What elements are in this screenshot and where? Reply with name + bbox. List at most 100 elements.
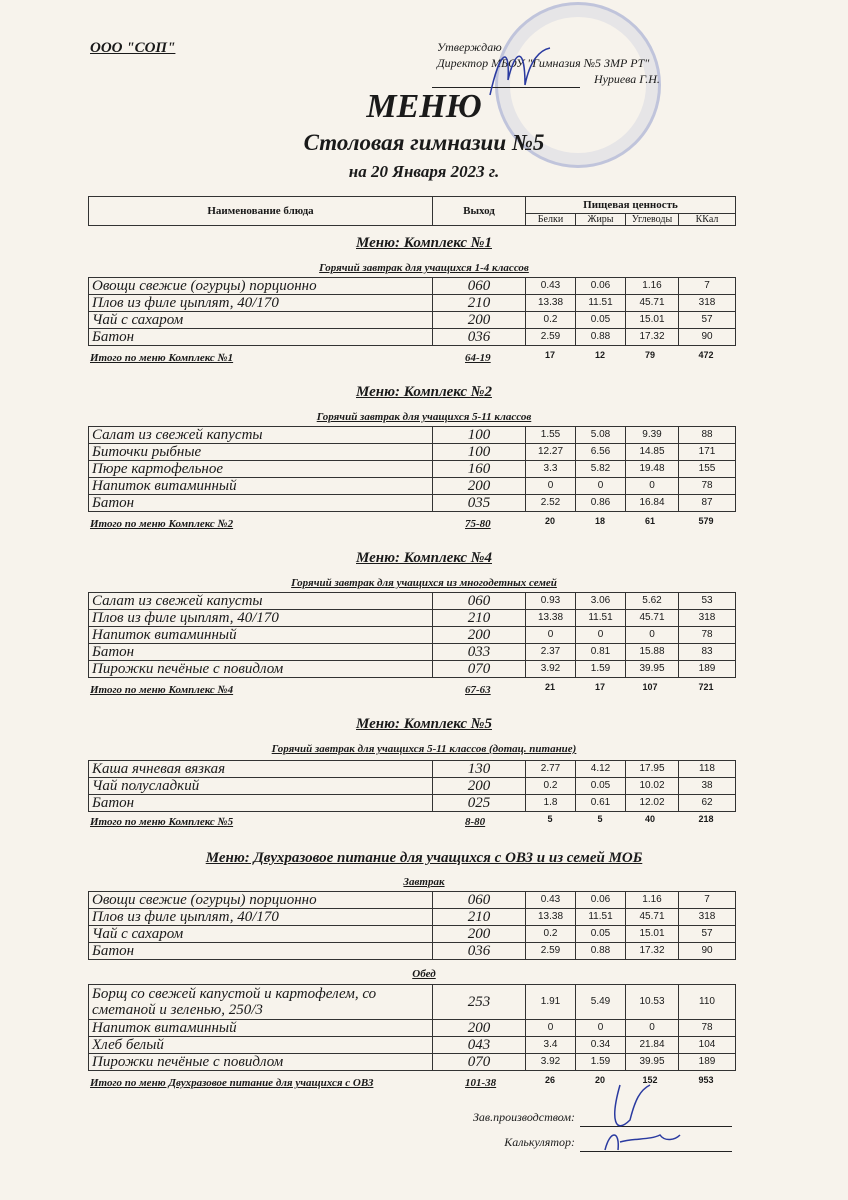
dish-output: 025 — [432, 794, 526, 812]
dish-protein: 3.4 — [525, 1036, 576, 1054]
total-output: 101-38 — [465, 1077, 497, 1089]
total-value: 12 — [594, 350, 605, 360]
dish-output: 043 — [432, 1036, 526, 1054]
dish-fat: 0.81 — [575, 643, 626, 661]
dish-row: Батон 036 2.59 0.88 17.32 90 — [88, 942, 736, 960]
dish-output: 060 — [432, 592, 526, 610]
dish-name: Овощи свежие (огурцы) порционно — [88, 891, 433, 909]
dish-carbs: 39.95 — [625, 1053, 679, 1071]
dish-protein: 3.92 — [525, 1053, 576, 1071]
dish-protein: 13.38 — [525, 908, 576, 926]
dish-carbs: 17.32 — [625, 942, 679, 960]
dish-kcal: 62 — [678, 794, 736, 812]
dish-kcal: 90 — [678, 328, 736, 346]
dish-row: Салат из свежей капусты 100 1.55 5.08 9.… — [88, 426, 736, 444]
dish-carbs: 21.84 — [625, 1036, 679, 1054]
dish-output: 253 — [432, 984, 526, 1020]
dish-row: Салат из свежей капусты 060 0.93 3.06 5.… — [88, 592, 736, 610]
column-header-table: Наименование блюда Выход Пищевая ценност… — [88, 196, 737, 226]
dish-kcal: 155 — [678, 460, 736, 478]
dish-kcal: 189 — [678, 660, 736, 678]
dish-row: Чай с сахаром 200 0.2 0.05 15.01 57 — [88, 925, 736, 943]
dish-kcal: 318 — [678, 609, 736, 627]
dish-table: Овощи свежие (огурцы) порционно 060 0.43… — [88, 891, 736, 960]
dish-carbs: 16.84 — [625, 494, 679, 512]
total-value: 5 — [547, 814, 553, 824]
total-value: 17 — [594, 682, 605, 692]
total-value: 721 — [698, 682, 714, 692]
director-signature-line — [432, 87, 580, 88]
dish-name: Напиток витаминный — [88, 1019, 433, 1037]
dish-fat: 0.05 — [575, 777, 626, 795]
dish-row: Напиток витаминный 200 0 0 0 78 — [88, 477, 736, 495]
dish-kcal: 171 — [678, 443, 736, 461]
total-label: Итого по меню Двухразовое питание для уч… — [90, 1077, 374, 1089]
dish-name: Чай с сахаром — [88, 925, 433, 943]
dish-carbs: 5.62 — [625, 592, 679, 610]
dish-kcal: 104 — [678, 1036, 736, 1054]
dish-table: Салат из свежей капусты 100 1.55 5.08 9.… — [88, 426, 736, 512]
dish-output: 035 — [432, 494, 526, 512]
dish-name: Чай полусладкий — [88, 777, 433, 795]
dish-kcal: 83 — [678, 643, 736, 661]
dish-protein: 13.38 — [525, 609, 576, 627]
dish-protein: 12.27 — [525, 443, 576, 461]
header-kcal: ККал — [677, 213, 737, 226]
total-value: 953 — [698, 1075, 714, 1085]
total-value: 579 — [698, 516, 714, 526]
dish-name: Батон — [88, 794, 433, 812]
dish-kcal: 78 — [678, 477, 736, 495]
group-subtitle: Горячий завтрак для учащихся из многодет… — [291, 577, 557, 589]
dish-kcal: 57 — [678, 311, 736, 329]
dish-fat: 1.59 — [575, 1053, 626, 1071]
dish-fat: 11.51 — [575, 908, 626, 926]
dish-row: Чай с сахаром 200 0.2 0.05 15.01 57 — [88, 311, 736, 329]
calculator-label: Калькулятор: — [504, 1135, 575, 1149]
dish-row: Овощи свежие (огурцы) порционно 060 0.43… — [88, 277, 736, 295]
dish-name: Батон — [88, 942, 433, 960]
header-carbs: Углеводы — [625, 213, 679, 226]
dish-carbs: 15.01 — [625, 311, 679, 329]
dish-row: Борщ со свежей капустой и картофелем, со… — [88, 984, 736, 1020]
dish-name: Батон — [88, 643, 433, 661]
dish-protein: 3.92 — [525, 660, 576, 678]
approve-label: Утверждаю — [437, 40, 502, 54]
dish-fat: 0.05 — [575, 311, 626, 329]
dish-row: Хлеб белый 043 3.4 0.34 21.84 104 — [88, 1036, 736, 1054]
dish-name: Салат из свежей капусты — [88, 592, 433, 610]
dish-fat: 0.88 — [575, 942, 626, 960]
dish-name: Борщ со свежей капустой и картофелем, со… — [88, 984, 433, 1020]
dish-protein: 0.2 — [525, 777, 576, 795]
total-value: 20 — [544, 516, 555, 526]
school-stamp — [495, 2, 661, 168]
dish-fat: 3.06 — [575, 592, 626, 610]
dish-row: Овощи свежие (огурцы) порционно 060 0.43… — [88, 891, 736, 909]
dish-output: 210 — [432, 294, 526, 312]
dish-kcal: 7 — [678, 277, 736, 295]
dish-name: Напиток витаминный — [88, 626, 433, 644]
dish-name: Каша ячневая вязкая — [88, 760, 433, 778]
total-label: Итого по меню Комплекс №4 — [90, 684, 234, 696]
director-name: Нуриева Г.Н. — [594, 72, 660, 86]
dish-protein: 2.59 — [525, 942, 576, 960]
total-value: 20 — [594, 1075, 605, 1085]
dish-kcal: 318 — [678, 908, 736, 926]
dish-output: 036 — [432, 942, 526, 960]
dish-protein: 2.52 — [525, 494, 576, 512]
dish-row: Биточки рыбные 100 12.27 6.56 14.85 171 — [88, 443, 736, 461]
dish-carbs: 10.02 — [625, 777, 679, 795]
director-signature — [489, 47, 551, 96]
dish-fat: 0.88 — [575, 328, 626, 346]
dish-protein: 1.55 — [525, 426, 576, 444]
page-subtitle: Столовая гимназии №5 — [303, 130, 545, 155]
dish-name: Напиток витаминный — [88, 477, 433, 495]
group-subtitle: Горячий завтрак для учащихся 5-11 классо… — [316, 411, 532, 423]
director-title: Директор МБОУ "Гимназия №5 ЗМР РТ" — [437, 56, 650, 70]
dish-protein: 0.2 — [525, 925, 576, 943]
dish-output: 036 — [432, 328, 526, 346]
dish-carbs: 39.95 — [625, 660, 679, 678]
dish-carbs: 17.32 — [625, 328, 679, 346]
total-value: 107 — [642, 682, 658, 692]
dish-carbs: 14.85 — [625, 443, 679, 461]
